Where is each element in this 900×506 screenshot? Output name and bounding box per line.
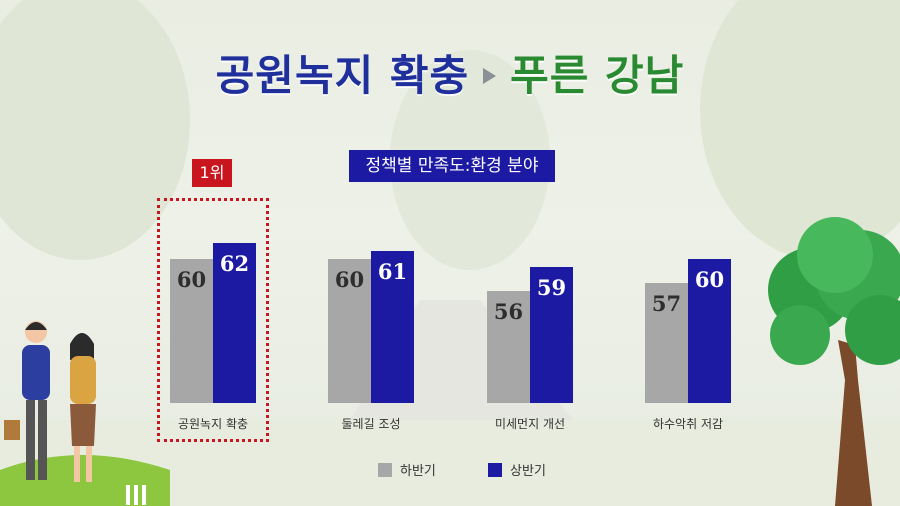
bar-value-label: 60 bbox=[335, 267, 364, 292]
bar-value-label: 60 bbox=[695, 267, 724, 292]
chart-title: 정책별 만족도:환경 분야 bbox=[349, 150, 555, 182]
bar-first-half-0 bbox=[170, 259, 213, 403]
legend-item-second-half: 상반기 bbox=[488, 460, 546, 479]
bar-value-label: 56 bbox=[494, 299, 523, 324]
category-label: 미세먼지 개선 bbox=[495, 417, 565, 431]
legend-label-second-half: 상반기 bbox=[510, 464, 546, 479]
category-label: 공원녹지 확충 bbox=[178, 417, 248, 431]
category-label: 둘레길 조성 bbox=[341, 417, 400, 431]
bar-value-label: 57 bbox=[652, 291, 681, 316]
page-title: 공원녹지 확충 푸른 강남 bbox=[0, 42, 900, 103]
legend-item-first-half: 하반기 bbox=[378, 460, 436, 479]
highlight-box bbox=[157, 198, 269, 442]
legend-swatch-second-half bbox=[488, 462, 503, 477]
bar-second-half-0 bbox=[213, 243, 256, 403]
chart-legend: 하반기 상반기 bbox=[378, 460, 594, 481]
rank-badge: 1위 bbox=[192, 159, 232, 187]
title-right: 푸른 강남 bbox=[510, 51, 685, 100]
legend-label-first-half: 하반기 bbox=[400, 464, 436, 479]
bar-value-label: 59 bbox=[537, 275, 566, 300]
bar-second-half-2 bbox=[530, 267, 573, 403]
bar-first-half-3 bbox=[645, 283, 688, 403]
bar-first-half-1 bbox=[328, 259, 371, 403]
category-label: 하수악취 저감 bbox=[653, 417, 723, 431]
bar-second-half-1 bbox=[371, 251, 414, 403]
bar-value-label: 60 bbox=[177, 267, 206, 292]
legend-swatch-first-half bbox=[378, 462, 392, 477]
title-left: 공원녹지 확충 bbox=[215, 51, 470, 100]
bar-value-label: 62 bbox=[220, 251, 249, 276]
bar-value-label: 61 bbox=[378, 259, 407, 284]
bar-first-half-2 bbox=[487, 291, 530, 403]
bar-second-half-3 bbox=[688, 259, 731, 403]
right-triangle-icon bbox=[483, 67, 497, 84]
